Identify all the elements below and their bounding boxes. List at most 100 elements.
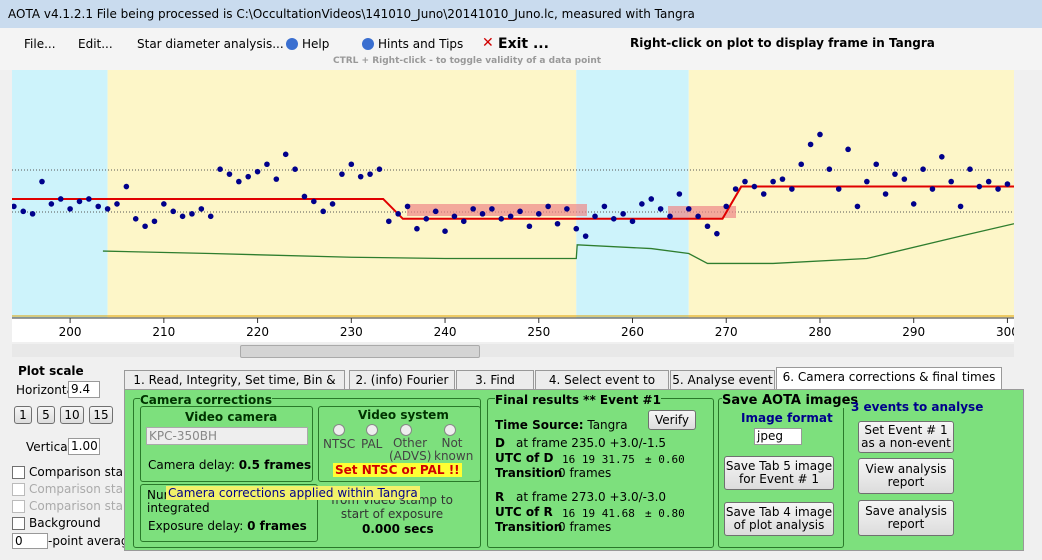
x-tick-label: 240 <box>434 325 457 339</box>
data-point <box>12 203 17 210</box>
value: 0 frames <box>247 519 307 533</box>
data-point <box>451 213 458 220</box>
input[interactable]: 9.4 <box>68 381 100 398</box>
radio[interactable] <box>400 424 412 436</box>
data-point <box>939 154 945 160</box>
radio-label: PAL <box>361 437 383 451</box>
checkbox[interactable] <box>12 483 25 496</box>
data-point <box>732 186 739 192</box>
data-point <box>845 146 851 153</box>
label: 3 events to analyse <box>851 400 984 414</box>
radio-label: NTSC <box>323 437 356 451</box>
tab[interactable]: 1. Read, Integrity, Set time, Bin & norm… <box>124 370 345 405</box>
tab-active[interactable]: 6. Camera corrections & final times Even… <box>776 367 1002 402</box>
value: 16 19 31.75 <box>562 453 635 466</box>
label: Exposure delay: 0 frames <box>148 519 307 533</box>
checkbox[interactable] <box>12 517 25 530</box>
data-point <box>57 196 64 202</box>
label: Transition <box>495 520 563 534</box>
radio[interactable] <box>444 424 456 436</box>
value: 0 frames <box>558 466 612 480</box>
data-point <box>104 206 111 212</box>
x-tick-label: 250 <box>527 325 550 339</box>
hint: Right-click on plot to display frame in … <box>630 36 935 50</box>
label: Comparison star 1 <box>29 465 140 479</box>
group <box>140 406 313 482</box>
menu-item[interactable]: Help <box>302 37 330 51</box>
data-point <box>432 208 439 215</box>
data-point <box>704 223 711 230</box>
scroll-thumb[interactable] <box>240 345 480 358</box>
dropdown[interactable]: KPC-350BH <box>146 427 308 445</box>
data-point <box>198 206 205 212</box>
value: ± 0.80 <box>645 507 685 520</box>
checkbox[interactable] <box>12 466 25 479</box>
data-point <box>985 178 992 185</box>
data-point <box>217 166 223 172</box>
button[interactable]: View analysis report <box>858 458 954 494</box>
data-point <box>320 208 326 215</box>
group-title: Final results ** Event #1 <box>495 393 661 407</box>
button[interactable]: 1 <box>14 406 32 424</box>
data-point <box>751 183 758 190</box>
button[interactable]: Save analysis report <box>858 500 954 536</box>
menu-item[interactable]: File... <box>24 37 56 51</box>
radio[interactable] <box>366 424 378 436</box>
label: Final results <box>495 393 579 407</box>
button[interactable]: 15 <box>89 406 113 424</box>
label: Transition <box>495 466 563 480</box>
button[interactable]: 10 <box>60 406 84 424</box>
data-point <box>835 186 842 192</box>
data-point <box>807 141 814 148</box>
dropdown[interactable]: 0 <box>12 533 48 549</box>
data-point <box>479 211 486 217</box>
data-point <box>995 186 1001 192</box>
menu-item[interactable]: Exit ... <box>498 36 549 52</box>
button[interactable]: Set Event # 1 as a non-event <box>858 421 954 453</box>
x-tick-label: 200 <box>59 325 82 339</box>
tab[interactable]: 5. Analyse event #1 <box>670 370 775 405</box>
data-point <box>67 206 73 212</box>
button[interactable]: Verify <box>648 410 696 430</box>
data-point <box>826 166 833 172</box>
menu-item[interactable]: Hints and Tips <box>378 37 464 51</box>
radio[interactable] <box>333 424 345 436</box>
data-point <box>629 218 636 225</box>
group-title: Save AOTA images <box>722 393 859 408</box>
data-point <box>292 166 298 172</box>
value: at frame 235.0 +3.0/-1.5 <box>516 436 667 450</box>
data-point <box>723 203 730 210</box>
button[interactable]: 5 <box>37 406 55 424</box>
data-point <box>264 161 270 168</box>
data-point <box>948 178 954 185</box>
data-point <box>864 178 870 185</box>
data-point <box>892 171 898 177</box>
button[interactable]: Save Tab 5 image for Event # 1 <box>724 456 834 490</box>
plot[interactable]: 200 210 220 230 240 250 260 270 280 290 300 <box>12 70 1014 342</box>
tab[interactable]: 2. (info) Fourier plot <box>349 370 455 405</box>
menu-item[interactable]: Edit... <box>78 37 113 51</box>
data-point <box>798 161 805 168</box>
x-tick-label: 210 <box>152 325 175 339</box>
data-point <box>311 198 317 205</box>
data-point <box>760 191 767 197</box>
label: Plot scale <box>18 364 84 378</box>
data-point <box>245 173 252 180</box>
x-tick-label: 280 <box>809 325 832 339</box>
label: Event #1 <box>599 393 661 407</box>
data-point <box>273 176 280 182</box>
data-point <box>648 196 655 202</box>
tab[interactable]: 4. Select event to analyse <box>535 370 669 405</box>
data-point <box>526 223 533 230</box>
tab[interactable]: 3. Find events <box>456 370 534 405</box>
selection-region <box>107 70 577 318</box>
menu-item[interactable]: Star diameter analysis... <box>137 37 284 51</box>
data-point <box>639 201 645 207</box>
scrollbar[interactable] <box>12 344 1014 357</box>
dropdown[interactable]: jpeg <box>754 428 802 445</box>
button[interactable]: Save Tab 4 image of plot analysis <box>724 502 834 536</box>
data-point <box>386 218 392 225</box>
data-point <box>667 213 673 220</box>
checkbox[interactable] <box>12 500 25 513</box>
input[interactable]: 1.00 <box>68 438 100 455</box>
